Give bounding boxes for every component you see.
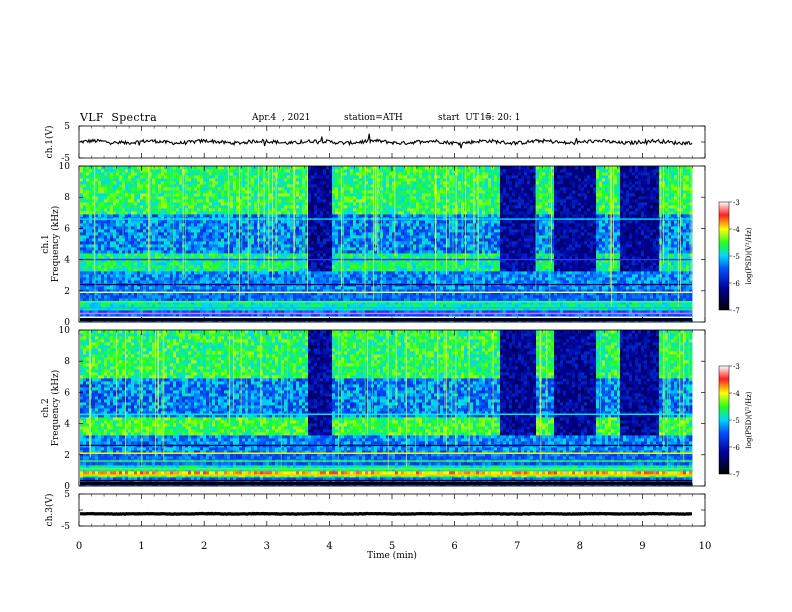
low-frequency-strip [80, 318, 692, 321]
low-frequency-strip [80, 482, 692, 485]
y-tick-label: -5 [61, 522, 70, 532]
y-tick-label: 4 [64, 420, 70, 430]
start-ut-value: 15: 20: 1 [480, 113, 520, 123]
colorbar-tick-label: -4 [733, 226, 740, 234]
colorbar-tick-label: -7 [733, 307, 740, 315]
y-axis-label-frequency: Frequency (kHz) [50, 370, 61, 447]
y-tick-label: 5 [64, 490, 70, 500]
colorbar [718, 201, 730, 311]
colorbar-tick-label: -6 [733, 280, 740, 288]
x-tick-label: 9 [639, 541, 645, 552]
y-tick-label: 6 [64, 388, 70, 398]
station-label: station=ATH [344, 113, 403, 123]
colorbar-tick-label: -4 [733, 390, 740, 398]
start-ut-label: start UT = [438, 113, 492, 123]
colorbar-tick-label: -6 [733, 444, 740, 452]
colorbar [718, 365, 730, 475]
y-axis-label-channel: ch.2 [41, 398, 51, 417]
y-tick-label: 4 [64, 256, 70, 266]
x-axis-label: Time (min) [367, 550, 417, 561]
colorbar-tick-label: -5 [733, 253, 740, 261]
x-tick-label: 7 [514, 541, 520, 552]
colorbar-tick-label: -5 [733, 417, 740, 425]
x-tick-label: 3 [264, 541, 270, 552]
y-tick-label: 0 [64, 318, 70, 328]
x-tick-label: 2 [201, 541, 207, 552]
spectrogram [80, 330, 693, 487]
y-tick-label: 5 [64, 122, 70, 132]
colorbar-tick-label: -3 [733, 363, 740, 371]
y-tick-label: 2 [64, 287, 70, 297]
x-tick-label: 6 [451, 541, 457, 552]
colorbar-tick-label: -7 [733, 471, 740, 479]
channel-trace [80, 511, 692, 516]
x-tick-label: 4 [326, 541, 332, 552]
x-tick-label: 10 [699, 541, 712, 552]
colorbar-label: log(PSD)(V²/Hz) [745, 391, 753, 448]
figure-title: VLF Spectra [80, 111, 157, 124]
date-label: Apr.4 , 2021 [252, 113, 311, 123]
y-tick-label: 2 [64, 451, 70, 461]
y-tick-label: 10 [59, 162, 71, 172]
y-axis-label-frequency: Frequency (kHz) [50, 206, 61, 283]
y-axis-label: ch.3(V) [44, 494, 55, 527]
channel-trace [79, 133, 693, 149]
x-tick-label: 1 [138, 541, 144, 552]
y-tick-label: 6 [64, 224, 70, 234]
y-tick-label: 8 [64, 193, 70, 203]
y-axis-label: ch.1(V) [44, 126, 55, 159]
x-tick-label: 0 [76, 541, 82, 552]
colorbar-tick-label: -3 [733, 199, 740, 207]
colorbar-label: log(PSD)(V²/Hz) [745, 227, 753, 284]
x-tick-label: 5 [389, 541, 395, 552]
y-tick-label: 0 [64, 482, 70, 492]
y-tick-label: -5 [61, 154, 70, 164]
x-tick-label: 8 [577, 541, 583, 552]
y-axis-label-channel: ch.1 [41, 234, 51, 253]
y-tick-label: 8 [64, 357, 70, 367]
spectrogram [80, 166, 693, 323]
y-tick-label: 10 [59, 326, 71, 336]
